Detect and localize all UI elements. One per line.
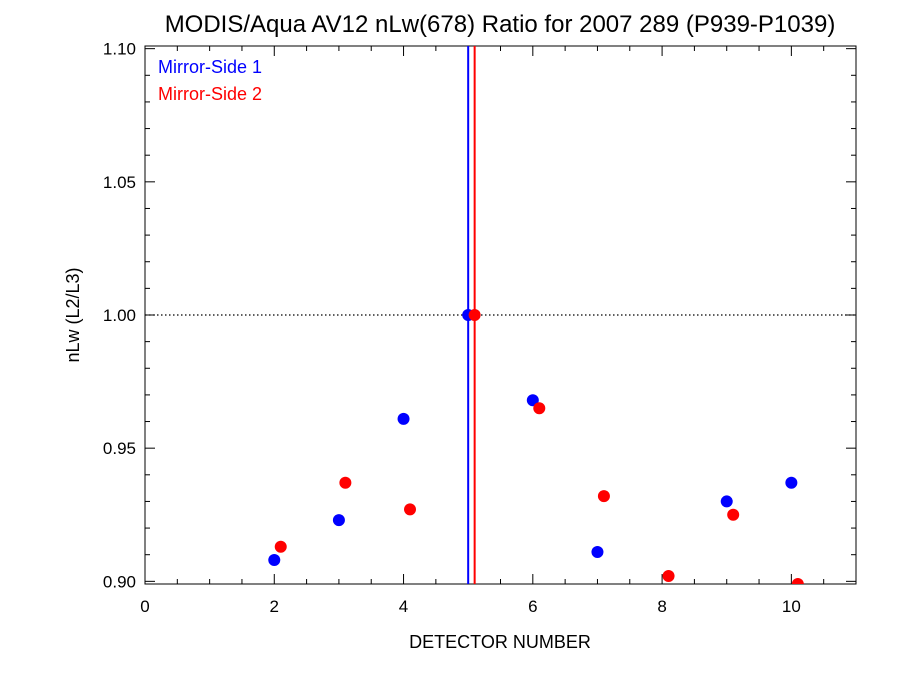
legend: Mirror-Side 1 Mirror-Side 2: [158, 57, 262, 104]
data-point-series-1: [526, 394, 539, 407]
x-axis-label: DETECTOR NUMBER: [409, 632, 591, 652]
y-tick-label: 1.00: [103, 306, 136, 325]
data-point-series-2: [662, 570, 675, 583]
x-tick-label: 8: [657, 597, 666, 616]
axis-ticks: 0 2 4 6 8 10 0.90 0.95 1.00 1.05 1.10: [103, 40, 857, 616]
y-axis-label: nLw (L2/L3): [63, 267, 83, 362]
data-point-series-2: [339, 476, 352, 489]
x-tick-label: 2: [270, 597, 279, 616]
x-tick-label: 10: [782, 597, 801, 616]
x-tick-label: 6: [528, 597, 537, 616]
y-tick-label: 0.90: [103, 572, 136, 591]
data-point-series-2: [404, 503, 417, 516]
plot-area: [145, 46, 856, 584]
data-point-series-1: [720, 495, 733, 508]
data-point-series-2: [597, 490, 610, 503]
data-point-series-1: [785, 476, 798, 489]
data-point-series-2: [791, 578, 804, 584]
legend-entry: Mirror-Side 1: [158, 57, 262, 77]
data-point-series-2: [533, 402, 546, 415]
data-point-series-2: [274, 540, 287, 553]
x-tick-label: 4: [399, 597, 408, 616]
legend-entry: Mirror-Side 2: [158, 84, 262, 104]
data-point-series-1: [268, 554, 281, 567]
data-point-series-1: [591, 546, 604, 559]
data-point-series-1: [332, 514, 345, 527]
chart-title: MODIS/Aqua AV12 nLw(678) Ratio for 2007 …: [165, 11, 836, 38]
y-tick-label: 1.10: [103, 40, 136, 59]
y-tick-label: 1.05: [103, 173, 136, 192]
data-point-series-2: [468, 309, 481, 321]
x-tick-label: 0: [140, 597, 149, 616]
y-tick-label: 0.95: [103, 439, 136, 458]
data-point-series-2: [727, 508, 740, 521]
data-point-series-1: [397, 412, 410, 425]
